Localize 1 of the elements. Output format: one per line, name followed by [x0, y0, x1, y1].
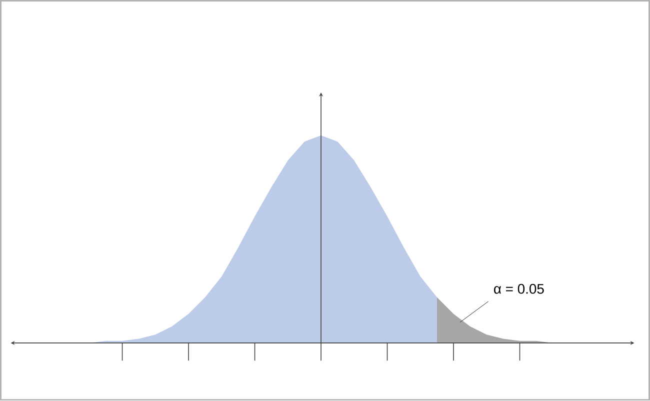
annotation: α = 0.05 [494, 284, 544, 294]
